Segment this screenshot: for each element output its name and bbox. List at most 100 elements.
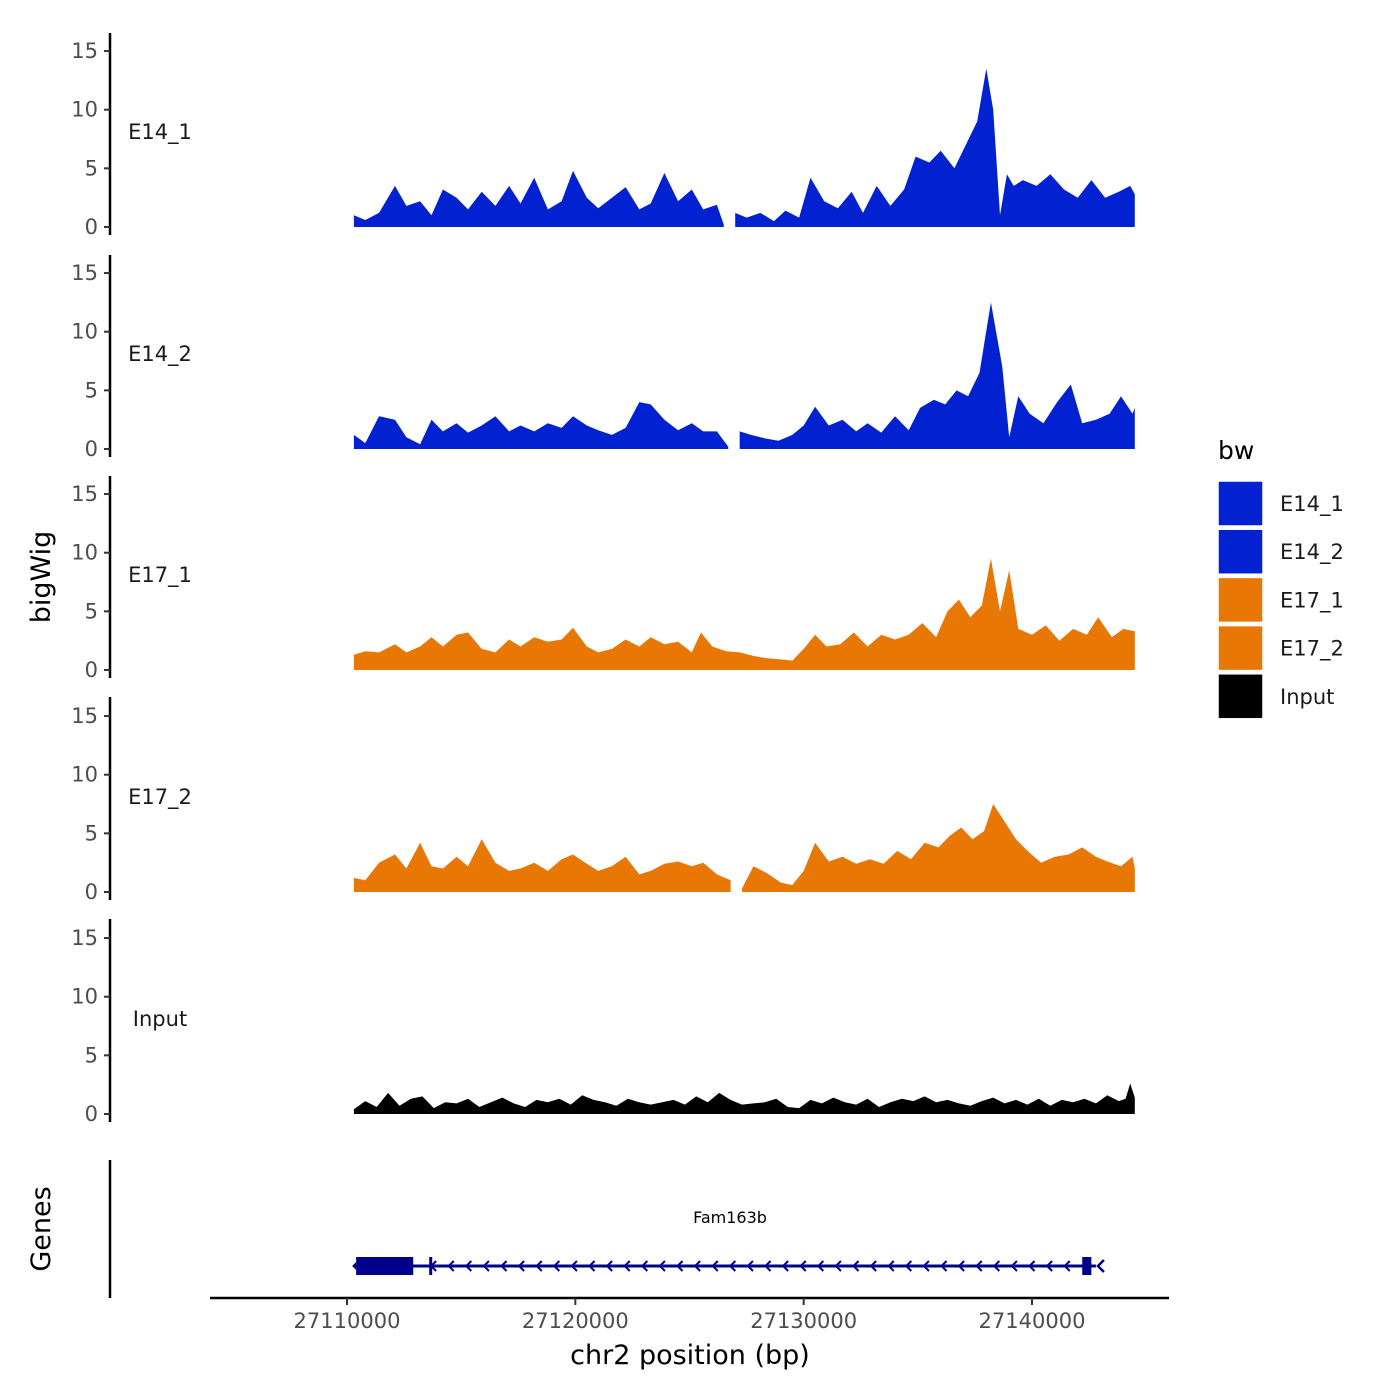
y-tick-label: 15	[71, 926, 98, 950]
strand-arrow	[676, 1260, 684, 1272]
strand-arrow	[852, 1260, 860, 1272]
strand-arrow	[658, 1260, 666, 1272]
y-tick-label: 0	[85, 1102, 98, 1126]
legend-label: Input	[1280, 685, 1334, 709]
y-tick-label: 5	[85, 378, 98, 402]
y-tick-label: 10	[71, 320, 98, 344]
strand-arrow	[816, 1260, 825, 1272]
strand-arrow	[799, 1260, 807, 1272]
track-e14-2: 0 5 10 15 E14_2	[71, 255, 1135, 461]
strand-arrow	[570, 1260, 578, 1272]
track-e17-2: 0 5 10 15 E17_2	[71, 697, 1135, 904]
strand-arrow	[1010, 1260, 1018, 1272]
strand-arrow	[482, 1260, 490, 1272]
strand-arrow	[535, 1260, 543, 1272]
y-tick-label: 10	[71, 98, 98, 122]
strand-arrow	[992, 1260, 1001, 1272]
strand-arrow	[1028, 1260, 1036, 1272]
y-tick-label: 0	[85, 215, 98, 239]
strand-arrow	[887, 1260, 895, 1272]
strand-arrow	[500, 1260, 508, 1272]
strand-arrow	[464, 1260, 473, 1272]
gene-exon	[1082, 1257, 1092, 1275]
strand-arrow	[764, 1260, 772, 1272]
strand-arrow	[693, 1260, 701, 1272]
gene-exon	[429, 1257, 433, 1275]
y-tick-label: 10	[71, 541, 98, 565]
legend-swatch	[1217, 576, 1264, 624]
area-e17-2-segment	[742, 804, 1135, 892]
area-e17-1-segment	[353, 558, 1135, 670]
genes-track-title: Genes	[26, 1186, 57, 1271]
y-tick-label: 15	[71, 704, 98, 728]
gene-end-cap	[352, 1262, 357, 1270]
area-e14-2-segment	[739, 302, 1135, 449]
strand-arrow	[728, 1260, 737, 1272]
strand-arrow	[588, 1260, 596, 1272]
strand-arrow	[605, 1260, 613, 1272]
gene-exon	[356, 1257, 414, 1275]
strand-arrow	[957, 1260, 965, 1272]
legend-label: E17_2	[1280, 637, 1344, 662]
legend-swatch	[1217, 624, 1264, 672]
area-e14-1-segment	[353, 170, 724, 227]
strand-arrow	[746, 1260, 754, 1272]
x-axis-title: chr2 position (bp)	[570, 1340, 810, 1371]
y-tick-label: 10	[71, 763, 98, 787]
strand-arrow	[922, 1260, 930, 1272]
legend-title: bw	[1218, 436, 1254, 465]
track-label: E14_2	[128, 342, 192, 367]
y-axis-title: bigWig	[26, 531, 57, 624]
y-tick-label: 0	[85, 437, 98, 461]
x-tick-label: 27110000	[294, 1309, 401, 1333]
y-tick-label: 5	[85, 1043, 98, 1067]
strand-arrow	[975, 1260, 983, 1272]
track-e17-1: 0 5 10 15 E17_1	[71, 476, 1135, 682]
area-e14-2-segment	[353, 402, 729, 449]
legend-label: E14_2	[1280, 540, 1344, 565]
track-label: E14_1	[128, 120, 192, 145]
track-label: Input	[133, 1007, 187, 1031]
strand-arrow	[623, 1260, 631, 1272]
y-tick-label: 15	[71, 39, 98, 63]
gene-end-arrow	[1096, 1259, 1105, 1273]
area-e17-2-segment	[353, 839, 731, 892]
strand-arrow	[1045, 1260, 1053, 1272]
legend: bw E14_1 E14_2 E17_1 E17_2 Input	[1217, 436, 1344, 720]
y-tick-label: 15	[71, 482, 98, 506]
strand-arrow	[447, 1260, 455, 1272]
strand-arrow	[552, 1260, 561, 1272]
x-tick-label: 27140000	[979, 1309, 1086, 1333]
legend-label: E14_1	[1280, 492, 1344, 517]
strand-arrow	[781, 1260, 789, 1272]
area-e14-1-segment	[735, 68, 1135, 227]
strand-arrow	[711, 1260, 719, 1272]
y-tick-label: 15	[71, 261, 98, 285]
track-label: E17_2	[128, 785, 192, 810]
strand-arrow	[1063, 1260, 1071, 1272]
strand-arrow	[904, 1260, 913, 1272]
strand-arrow	[940, 1260, 948, 1272]
track-input: 0 5 10 15 Input	[71, 919, 1135, 1126]
legend-swatch	[1217, 528, 1264, 575]
y-tick-label: 5	[85, 599, 98, 623]
x-axis: 27110000 27120000 27130000 27140000	[210, 1296, 1169, 1333]
gene-fam163b: Fam163b	[352, 1208, 1105, 1275]
x-tick-label: 27130000	[750, 1309, 857, 1333]
legend-swatch	[1217, 480, 1264, 527]
y-tick-label: 5	[85, 156, 98, 180]
area-input-segment	[353, 1083, 1135, 1114]
strand-arrow	[640, 1260, 649, 1272]
y-tick-label: 5	[85, 821, 98, 845]
bigwig-tracks: 0 5 10 15 E14_1 0 5 10 15 E14_2 0 5 10 15 E17_1 0 5 10 15 E…	[71, 33, 1135, 1126]
y-tick-label: 10	[71, 985, 98, 1009]
track-label: E17_1	[128, 563, 192, 588]
track-e14-1: 0 5 10 15 E14_1	[71, 33, 1135, 239]
genes-track: Genes Fam163b	[26, 1160, 1105, 1298]
y-tick-label: 0	[85, 658, 98, 682]
y-tick-label: 0	[85, 880, 98, 904]
gene-name-label: Fam163b	[693, 1208, 767, 1227]
legend-swatch	[1217, 673, 1264, 720]
strand-arrow	[869, 1260, 877, 1272]
